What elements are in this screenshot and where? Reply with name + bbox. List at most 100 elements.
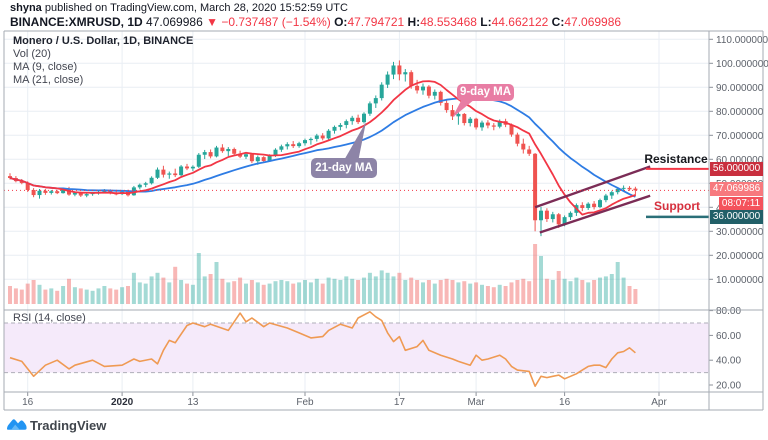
volume-bar	[285, 281, 290, 304]
candlestick	[421, 86, 425, 91]
volume-bar	[208, 274, 213, 304]
volume-bar	[485, 286, 490, 304]
candlestick	[539, 210, 543, 221]
candlestick	[238, 153, 243, 157]
volume-bar	[409, 277, 414, 304]
volume-bar	[609, 274, 614, 304]
volume-bar	[120, 287, 125, 304]
volume-bar	[297, 282, 302, 304]
candlestick	[220, 147, 225, 152]
volume-bar	[456, 282, 461, 304]
volume-bar	[137, 282, 142, 304]
rsi-line	[9, 310, 636, 388]
volume-bar	[238, 277, 243, 304]
volume-bar	[421, 282, 425, 304]
resistance-label: Resistance	[644, 152, 708, 166]
volume-bar	[592, 280, 597, 304]
rsi-band	[4, 322, 709, 374]
volume-bar	[155, 272, 160, 304]
tradingview-brand-text[interactable]: TradingView	[30, 418, 107, 433]
axis-label: 17	[394, 397, 406, 408]
volume-bar	[102, 286, 107, 304]
volume-bar	[603, 276, 608, 304]
candlestick	[291, 144, 296, 147]
candlestick	[350, 117, 355, 122]
volume-bar	[474, 282, 479, 304]
candlestick	[432, 91, 437, 96]
volume-bar	[55, 290, 60, 304]
candlestick	[31, 190, 36, 196]
volume-bar	[303, 280, 307, 304]
candlestick	[615, 188, 620, 193]
candlestick	[438, 91, 443, 103]
candlestick	[562, 217, 567, 225]
volume-bars	[8, 244, 638, 304]
axis-label: 60.00	[716, 331, 741, 342]
volume-bar	[108, 288, 113, 304]
axis-label: 20.000000	[716, 251, 764, 262]
candlestick	[332, 126, 337, 131]
volume-bar	[509, 282, 514, 304]
candlestick	[621, 187, 626, 189]
candlestick	[84, 194, 89, 196]
volume-bar	[503, 286, 508, 304]
candlestick	[273, 149, 278, 156]
open-label: O:	[334, 15, 348, 29]
axis-label: 100.000000	[716, 59, 768, 70]
ma21-callout: 21-day MA	[311, 158, 377, 178]
candlestick	[627, 187, 632, 190]
volume-bar	[527, 281, 532, 304]
volume-bar	[627, 286, 632, 304]
volume-bar	[90, 290, 95, 304]
volume-bar	[291, 283, 296, 304]
candlestick	[208, 152, 213, 157]
candlestick	[161, 169, 166, 175]
volume-bar	[67, 278, 71, 304]
volume-bar	[190, 284, 195, 304]
candlestick	[255, 157, 260, 162]
candlestick	[521, 143, 526, 150]
ma21-callout-tail	[343, 122, 366, 162]
candlestick	[403, 72, 408, 75]
candlestick	[509, 124, 514, 135]
author-name: shyna	[10, 2, 42, 14]
volume-bar	[220, 278, 225, 304]
resistance-price-badge: 56.000000	[710, 162, 763, 176]
frame-borders	[3, 30, 764, 411]
candlestick	[185, 166, 189, 169]
volume-bar	[533, 244, 538, 304]
volume-bar	[432, 283, 437, 304]
volume-bar	[72, 287, 77, 304]
axis-label: 40.00	[716, 356, 741, 367]
volume-bar	[586, 282, 591, 304]
ma9-callout: 9-day MA	[457, 84, 514, 101]
volume-bar	[320, 283, 325, 304]
candlestick	[49, 191, 54, 193]
axis-label: 80.000000	[716, 107, 764, 118]
volume-bar	[426, 280, 431, 304]
candlestick	[261, 157, 266, 161]
low-value: 44.662122	[491, 15, 549, 29]
axis-label: 16	[559, 397, 571, 408]
volume-bar	[367, 272, 372, 304]
candlestick	[544, 210, 549, 220]
volume-bar	[314, 278, 319, 304]
candlestick	[179, 166, 184, 176]
volume-bar	[633, 289, 638, 304]
tradingview-logo-icon[interactable]	[5, 415, 27, 435]
volume-bar	[356, 280, 361, 304]
candlestick	[155, 169, 160, 178]
candlestick	[598, 200, 602, 208]
volume-bar	[202, 276, 207, 304]
candlestick	[373, 98, 378, 104]
candlestick	[25, 183, 30, 191]
volume-bar	[491, 287, 496, 304]
candlestick	[190, 166, 195, 169]
volume-bar	[379, 270, 384, 304]
legend-ma9: MA (9, close)	[13, 61, 78, 73]
candlestick	[603, 195, 608, 201]
symbol-name: BINANCE:XMRUSD, 1D	[10, 15, 143, 29]
volume-bar	[31, 280, 36, 304]
